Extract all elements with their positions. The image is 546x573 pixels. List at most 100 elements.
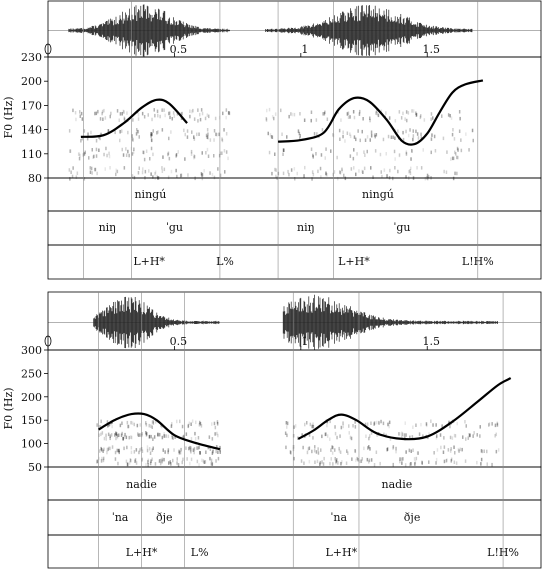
spectrogram-mark <box>151 132 153 136</box>
spectrogram-mark <box>80 111 83 116</box>
spectrogram-mark <box>331 451 334 455</box>
spectrogram-mark <box>103 152 105 157</box>
tone-label: L+H* <box>325 546 357 559</box>
spectrogram-mark <box>315 118 318 122</box>
spectrogram-mark <box>433 451 435 455</box>
tier-2-label: ˈna <box>112 511 129 524</box>
spectrogram-mark <box>206 113 209 117</box>
spectrogram-mark <box>160 423 162 428</box>
spectrogram-mark <box>118 450 120 455</box>
spectrogram-mark <box>110 111 112 116</box>
spectrogram-mark <box>111 424 113 429</box>
spectrogram-mark <box>146 432 148 436</box>
spectrogram-mark <box>320 448 322 452</box>
spectrogram-mark <box>172 458 174 463</box>
spectrogram-mark <box>340 118 342 122</box>
spectrogram-mark <box>344 139 346 143</box>
spectrogram-mark <box>340 425 343 430</box>
spectrogram-mark <box>433 134 436 139</box>
spectrogram-mark <box>408 448 411 453</box>
spectrogram-mark <box>313 449 316 453</box>
spectrogram-mark <box>360 459 363 463</box>
spectrogram-mark <box>329 437 331 441</box>
tier-2-label: ˈna <box>330 511 347 524</box>
spectrogram-mark <box>332 462 334 466</box>
spectrogram-mark <box>198 132 200 136</box>
spectrogram-mark <box>465 437 467 441</box>
spectrogram-mark <box>127 130 129 135</box>
spectrogram-mark <box>156 174 158 179</box>
spectrogram-mark <box>355 137 357 142</box>
spectrogram-mark <box>168 136 170 141</box>
spectrogram-mark <box>201 111 204 116</box>
spectrogram-mark <box>137 113 140 117</box>
spectrogram-mark <box>330 457 332 461</box>
spectrogram-mark <box>198 445 200 450</box>
spectrogram-mark <box>430 150 432 155</box>
spectrogram-mark <box>96 460 98 464</box>
spectrogram-mark <box>428 460 430 464</box>
spectrogram-mark <box>394 157 396 161</box>
spectrogram-mark <box>209 138 212 142</box>
spectrogram-mark <box>142 150 144 154</box>
spectrogram-mark <box>152 129 154 133</box>
spectrogram-mark <box>77 152 80 156</box>
spectrogram-mark <box>150 138 153 142</box>
spectrogram-mark <box>150 434 152 439</box>
spectrogram-mark <box>183 128 185 133</box>
spectrogram-mark <box>215 445 218 449</box>
spectrogram-mark <box>202 459 205 463</box>
spectrogram-mark <box>157 130 159 134</box>
spectrogram-mark <box>152 420 154 424</box>
spectrogram-mark <box>191 130 193 134</box>
spectrogram-mark <box>96 423 98 427</box>
spectrogram-mark <box>293 425 295 429</box>
spectrogram-mark <box>181 460 183 465</box>
spectrogram-mark <box>153 435 156 439</box>
spectrogram-mark <box>299 112 301 116</box>
spectrogram-mark <box>189 445 191 450</box>
spectrogram-mark <box>317 169 319 174</box>
spectrogram-mark <box>266 108 268 113</box>
y-tick-label: 250 <box>21 367 42 380</box>
spectrogram-mark <box>374 149 377 153</box>
spectrogram-mark <box>334 425 336 429</box>
spectrogram-mark <box>412 425 414 429</box>
spectrogram-mark <box>192 448 195 452</box>
spectrogram-mark <box>227 156 229 161</box>
spectrogram-mark <box>225 150 228 154</box>
spectrogram-mark <box>89 166 91 170</box>
spectrogram-mark <box>216 431 218 436</box>
spectrogram-mark <box>151 457 153 461</box>
spectrogram-mark <box>217 450 219 454</box>
spectrogram-mark <box>458 449 460 453</box>
spectrogram-mark <box>110 433 113 437</box>
spectrogram-mark <box>397 129 399 133</box>
spectrogram-mark <box>203 460 206 464</box>
spectrogram-mark <box>325 147 327 151</box>
spectrogram-mark <box>306 421 308 425</box>
spectrogram-mark <box>405 150 408 154</box>
spectrogram-mark <box>194 437 197 441</box>
spectrogram-mark <box>315 152 317 156</box>
spectrogram-mark <box>346 111 349 116</box>
spectrogram-mark <box>106 450 108 455</box>
spectrogram-mark <box>116 448 118 453</box>
spectrogram-mark <box>135 461 138 465</box>
spectrogram-mark <box>366 149 368 154</box>
spectrogram-mark <box>148 169 150 173</box>
spectrogram-mark <box>185 432 188 436</box>
spectrogram-mark <box>491 422 493 426</box>
spectrogram-mark <box>95 147 98 152</box>
spectrogram-mark <box>126 111 128 115</box>
spectrogram-mark <box>200 424 203 428</box>
spectrogram-mark <box>316 459 319 464</box>
spectrogram-mark <box>224 170 226 174</box>
spectrogram-mark <box>146 445 149 449</box>
spectrogram-mark <box>401 457 403 461</box>
spectrogram-mark <box>201 176 204 181</box>
spectrogram-mark <box>101 431 104 435</box>
spectrogram-mark <box>127 149 129 154</box>
spectrogram-mark <box>271 171 273 176</box>
tone-label: L!H% <box>462 255 494 268</box>
